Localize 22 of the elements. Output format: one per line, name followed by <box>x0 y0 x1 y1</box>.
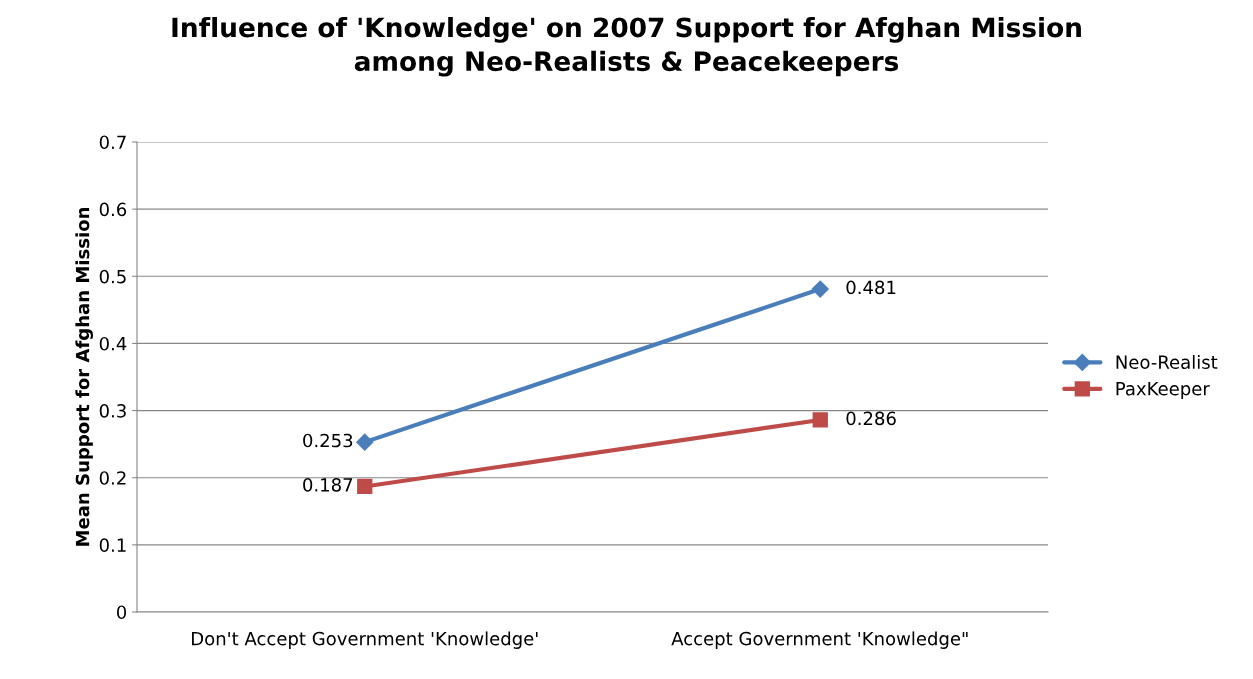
y-tick-label: 0.3 <box>99 404 126 418</box>
point <box>356 433 374 451</box>
data-label: 0.253 <box>303 433 353 448</box>
x-tick-label: Don't Accept Government 'Knowledge' <box>192 631 538 649</box>
y-tick-label: 0.7 <box>99 135 126 150</box>
legend-label: Neo-Realist <box>1116 355 1218 369</box>
legend-label: PaxKeeper <box>1116 382 1210 399</box>
y-tick-label: 0.2 <box>99 471 126 485</box>
data-label: 0.187 <box>303 478 353 492</box>
y-tick-label: 0.4 <box>99 336 127 351</box>
data-label: 0.481 <box>846 280 896 295</box>
point <box>811 280 829 298</box>
point <box>357 478 373 495</box>
y-tick-label: 0 <box>116 605 127 620</box>
y-tick-label: 0.6 <box>99 202 127 217</box>
x-tick-label: Accept Government 'Knowledge" <box>671 631 968 649</box>
y-tick-label: 0.1 <box>99 538 126 552</box>
data-label: 0.286 <box>846 411 896 426</box>
point <box>812 412 828 428</box>
y-axis-title: Mean Support for Afghan Mission <box>75 207 94 546</box>
chart-title: Influence of 'Knowledge' on 2007 Support for Afghan Mission among Neo-Realists & Peacekeepers <box>172 16 1081 77</box>
y-tick-label: 0.5 <box>99 269 126 284</box>
